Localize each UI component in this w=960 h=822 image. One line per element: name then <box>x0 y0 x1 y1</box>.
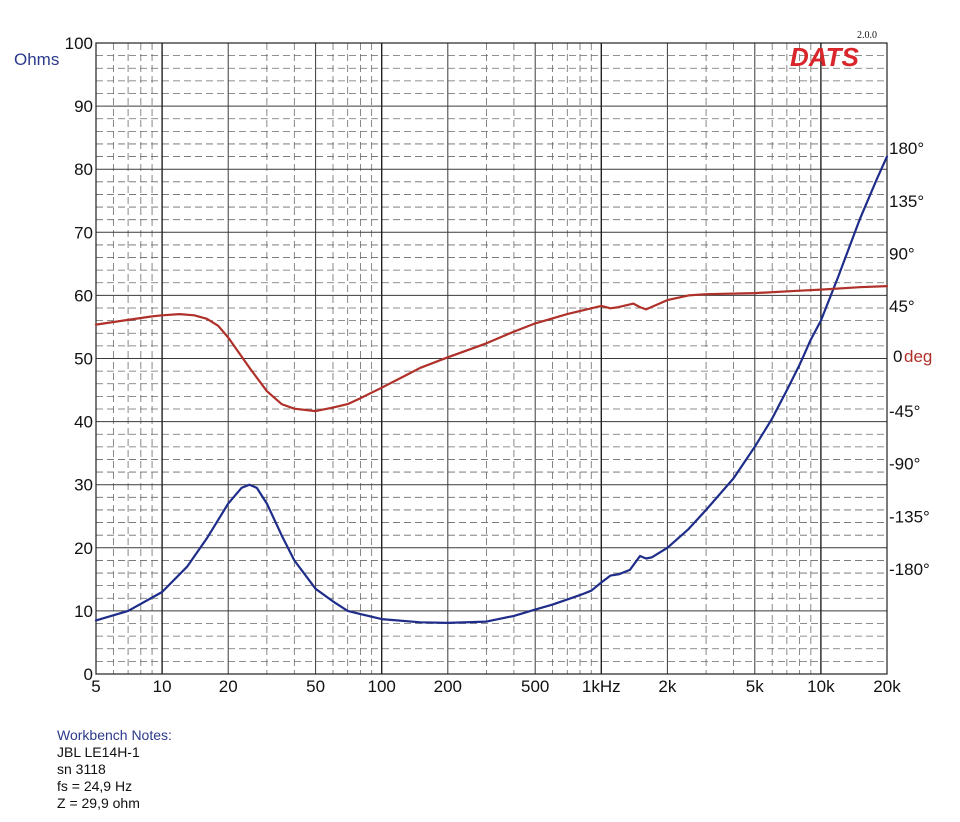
y2-axis-label-prefix: 0 <box>893 347 902 366</box>
brand-version: 2.0.0 <box>857 30 877 41</box>
y-axis-label: Ohms <box>14 50 59 69</box>
y2-tick-label: -90° <box>889 455 920 474</box>
x-tick-label: 2k <box>658 677 676 696</box>
x-tick-label: 5k <box>746 677 764 696</box>
y2-tick-label: 90° <box>889 244 915 263</box>
y2-tick-label: -180° <box>889 560 930 579</box>
y2-tick-label: 45° <box>889 297 915 316</box>
notes-line-fs: fs = 24,9 Hz <box>57 778 133 794</box>
tick-labels: 5 10 20 50 100 200 500 1kHz 2k 5k 10k 20k0102030405… <box>65 34 930 696</box>
y-tick-label: 60 <box>74 286 93 305</box>
impedance-curve <box>94 155 889 624</box>
x-tick-label: 5 <box>91 677 100 696</box>
y-tick-label: 0 <box>84 665 93 684</box>
plot-frame <box>95 42 888 675</box>
chart-background <box>0 0 960 720</box>
y2-axis-label: deg <box>904 347 932 366</box>
notes-line-z: Z = 29,9 ohm <box>57 795 140 811</box>
axes <box>95 42 888 675</box>
x-tick-label: 10 <box>153 677 172 696</box>
x-tick-label: 10k <box>807 677 835 696</box>
series-layer <box>94 155 889 624</box>
x-tick-label: 500 <box>521 677 549 696</box>
x-tick-label: 20 <box>219 677 238 696</box>
impedance-phase-chart: 5 10 20 50 100 200 500 1kHz 2k 5k 10k 20k0102030405… <box>0 0 960 720</box>
y-tick-label: 40 <box>74 413 93 432</box>
y-tick-label: 50 <box>74 350 93 369</box>
y2-tick-label: 180° <box>889 139 924 158</box>
x-tick-label: 20k <box>873 677 901 696</box>
notes-title: Workbench Notes: <box>57 727 172 743</box>
y-tick-label: 30 <box>74 476 93 495</box>
y2-tick-label: 135° <box>889 192 924 211</box>
y2-tick-label: -45° <box>889 402 920 421</box>
y-tick-label: 20 <box>74 539 93 558</box>
y-tick-label: 90 <box>74 97 93 116</box>
x-tick-label: 1kHz <box>582 677 621 696</box>
y-tick-label: 10 <box>74 602 93 621</box>
y-tick-label: 70 <box>74 223 93 242</box>
phase-curve <box>94 285 889 413</box>
y2-tick-label: -135° <box>889 507 930 526</box>
notes-line-serial: sn 3118 <box>57 761 106 777</box>
x-tick-label: 50 <box>306 677 325 696</box>
workbench-notes: Workbench Notes: JBL LE14H-1 sn 3118 fs … <box>57 727 172 812</box>
x-tick-label: 100 <box>368 677 396 696</box>
notes-line-model: JBL LE14H-1 <box>57 744 140 760</box>
brand-logo: DATS <box>790 42 860 72</box>
x-tick-label: 200 <box>434 677 462 696</box>
y-tick-label: 80 <box>74 160 93 179</box>
y-tick-label: 100 <box>65 34 93 53</box>
